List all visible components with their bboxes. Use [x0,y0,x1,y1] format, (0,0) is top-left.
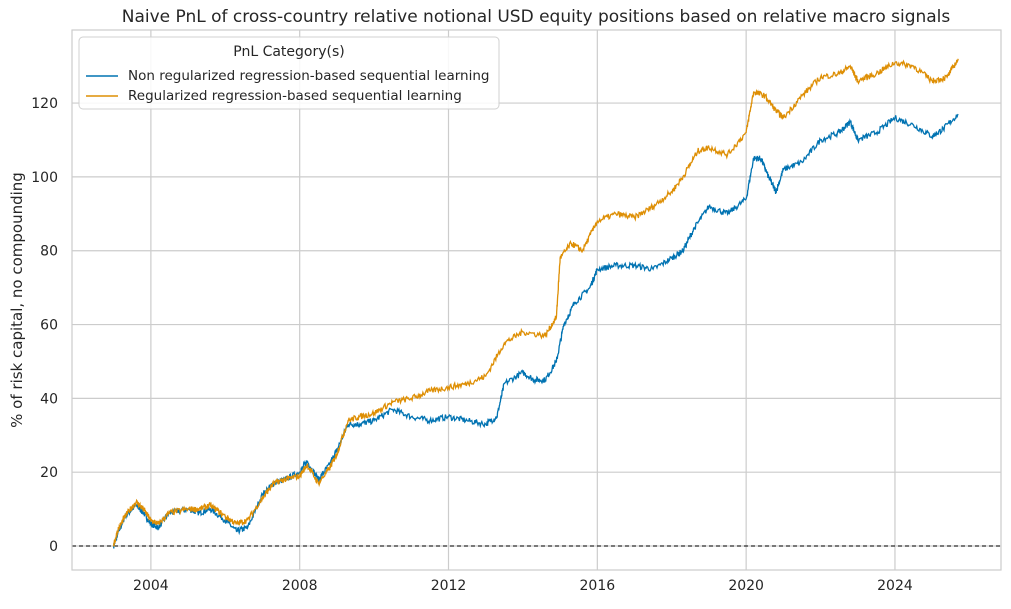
y-axis-label: % of risk capital, no compounding [8,172,26,428]
x-tick-label: 2024 [877,578,913,594]
y-tick-label: 20 [40,465,58,481]
legend-entry-non-regularized: Non regularized regression-based sequent… [128,68,489,84]
y-tick-label: 120 [31,96,58,112]
x-tick-label: 2012 [431,578,467,594]
legend-title: PnL Category(s) [233,44,345,60]
y-tick-label: 100 [31,170,58,186]
chart-title: Naive PnL of cross-country relative noti… [122,7,951,27]
grid [72,30,1001,570]
legend-entry-regularized: Regularized regression-based sequential … [128,88,462,104]
x-tick-label: 2020 [728,578,764,594]
y-tick-label: 80 [40,244,58,260]
x-tick-label: 2004 [133,578,169,594]
y-tick-label: 60 [40,318,58,334]
y-tick-label: 40 [40,391,58,407]
y-tick-label: 0 [49,539,58,555]
x-tick-label: 2008 [282,578,318,594]
tick-labels: 2004 2008 2012 2016 2020 2024 0 20 40 60 80 100 120 [31,96,913,594]
series-group [72,58,1001,549]
plot-frame [71,29,1002,571]
x-tick-label: 2016 [580,578,616,594]
legend: PnL Category(s) Non regularized regressi… [78,36,500,110]
series-line-1 [113,58,959,547]
series-line-0 [113,113,959,549]
